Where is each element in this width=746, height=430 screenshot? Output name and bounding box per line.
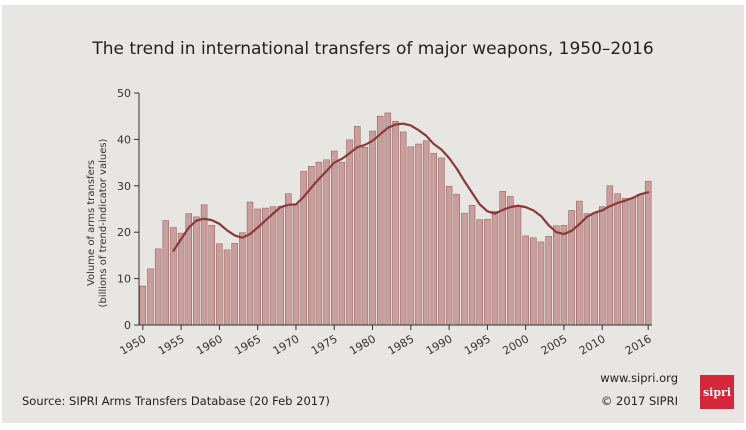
bar-1953 [162,220,170,326]
y-axis-label-line-1: Volume of arms transfers [86,160,97,286]
y-tick-label-50: 50 [117,87,131,100]
bar-1961 [223,249,231,326]
bar-1973 [315,161,323,326]
bar-1951 [147,268,154,326]
bar-1990 [445,186,453,326]
bar-1967 [269,206,277,326]
bar-1957 [193,216,200,326]
bar-1952 [154,248,162,326]
trend-line [172,122,650,252]
bar-1986 [415,143,422,326]
bar-2002 [537,241,545,326]
chart-title: The trend in international transfers of … [91,39,653,59]
x-tick-label-1955: 1955 [156,332,187,357]
bar-1998 [507,196,514,326]
bar-1993 [468,205,476,326]
bar-2016 [644,180,652,326]
bar-1979 [361,147,369,326]
bar-1954 [170,227,177,326]
bar-2005 [560,224,568,326]
bar-1958 [200,204,208,326]
bar-1978 [353,126,361,326]
x-tick-label-1985: 1985 [386,332,417,357]
bar-1992 [461,212,468,326]
x-tick-label-1980: 1980 [347,332,378,357]
bar-1999 [514,205,522,326]
bar-1959 [208,224,215,326]
y-tick-label-30: 30 [117,180,131,193]
bar-2015 [637,193,644,326]
bar-1974 [323,159,330,326]
bar-1977 [346,139,353,326]
copyright-note: © 2017 SIPRI [601,394,678,408]
bar-1991 [453,193,460,326]
bar-2003 [545,236,552,326]
bar-1996 [491,211,499,326]
bar-1994 [476,219,483,326]
y-tick-label-40: 40 [117,133,131,146]
bar-1960 [216,243,223,326]
y-tick-label-20: 20 [117,226,131,239]
y-tick-label-10: 10 [117,273,131,286]
bar-1987 [422,140,430,326]
x-tick-label-2000: 2000 [500,332,531,357]
y-tick-label-0: 0 [124,319,131,332]
bar-2013 [621,198,629,326]
bar-1989 [438,157,445,326]
bar-2009 [591,212,598,326]
sipri-logo-text: sipri [703,386,731,399]
bar-1982 [384,112,392,326]
x-tick-label-1970: 1970 [271,332,302,357]
x-tick-label-1960: 1960 [194,332,225,357]
bar-1964 [246,201,254,326]
bar-1975 [331,150,338,326]
chart-panel: The trend in international transfers of … [2,5,744,423]
bar-1955 [177,232,185,326]
bar-2008 [583,213,591,326]
bar-1984 [399,131,407,326]
bar-1976 [338,161,346,326]
bar-1980 [369,130,376,326]
bar-1969 [285,193,292,326]
bar-1985 [407,146,415,326]
bar-2004 [553,225,560,326]
chart-svg: The trend in international transfers of … [22,39,734,409]
bar-1950 [139,285,147,326]
sipri-logo: sipri [700,375,734,409]
x-tick-label-1965: 1965 [232,332,263,357]
bar-2001 [530,237,537,326]
bar-1995 [484,218,491,326]
bar-1988 [430,153,438,326]
x-tick-label-1950: 1950 [118,332,149,357]
bar-2012 [614,193,621,326]
bar-2006 [568,210,575,326]
website-link[interactable]: www.sipri.org [600,371,678,385]
sipri-logo-box [700,375,734,409]
trend-series [172,122,650,252]
x-tick-label-2010: 2010 [577,332,608,357]
x-tick-label-2005: 2005 [539,332,570,357]
bar-1983 [392,121,399,326]
bar-series [139,112,652,326]
y-axis-label-line-2: (billions of trend-indicator values) [98,138,109,307]
bar-2007 [576,200,583,326]
x-tick-label-1975: 1975 [309,332,340,357]
bar-1970 [292,204,300,326]
source-note: Source: SIPRI Arms Transfers Database (2… [22,394,330,408]
bar-2000 [522,235,529,326]
x-tick-label-2016: 2016 [623,332,654,357]
x-tick-label-1995: 1995 [462,332,493,357]
bar-1981 [376,115,384,326]
bar-1966 [262,207,269,326]
bar-2010 [599,206,606,326]
bar-2014 [629,197,637,326]
bar-1963 [239,232,246,326]
bar-1968 [277,205,284,326]
x-tick-label-1990: 1990 [424,332,455,357]
y-axis-label: Volume of arms transfers (billions of tr… [86,138,109,307]
bar-1962 [231,243,238,326]
